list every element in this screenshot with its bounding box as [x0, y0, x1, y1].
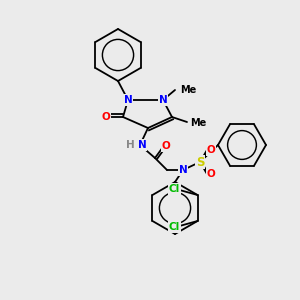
- Text: N: N: [178, 165, 188, 175]
- Text: O: O: [102, 112, 110, 122]
- Text: H: H: [126, 140, 135, 150]
- Text: N: N: [138, 140, 146, 150]
- Text: Cl: Cl: [169, 222, 180, 232]
- Text: N: N: [159, 95, 167, 105]
- Text: Me: Me: [180, 85, 196, 95]
- Text: Cl: Cl: [169, 184, 180, 194]
- Text: O: O: [207, 169, 215, 179]
- Text: O: O: [162, 141, 170, 151]
- Text: Me: Me: [190, 118, 206, 128]
- Text: O: O: [207, 145, 215, 155]
- Text: N: N: [124, 95, 132, 105]
- Text: S: S: [196, 155, 204, 169]
